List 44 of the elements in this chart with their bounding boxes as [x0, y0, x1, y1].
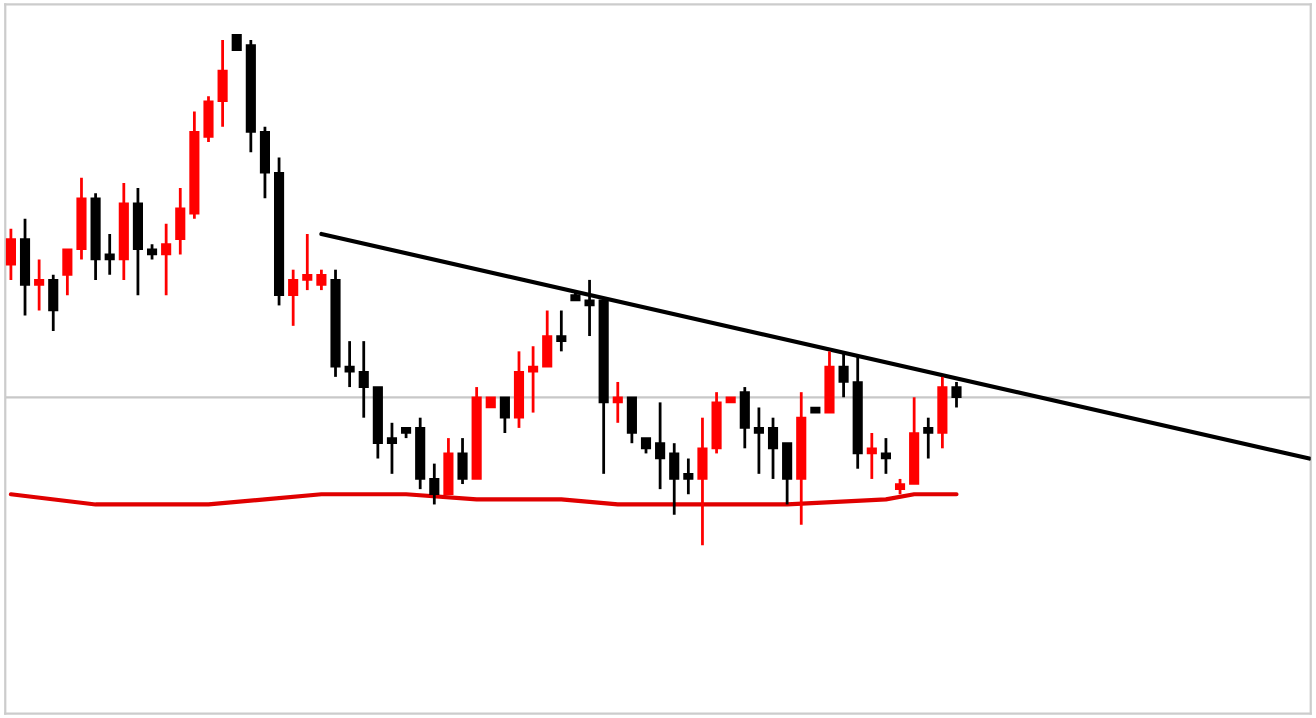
- candlestick: [443, 436, 454, 496]
- candlestick: [161, 222, 172, 297]
- candlestick: [19, 217, 31, 318]
- candlestick: [782, 441, 793, 506]
- candlestick: [344, 339, 355, 389]
- candlestick: [175, 186, 186, 256]
- candlestick: [824, 349, 835, 414]
- candlestick: [753, 406, 764, 476]
- candlestick: [48, 273, 59, 333]
- candlestick: [669, 441, 680, 517]
- candlestick: [34, 258, 45, 312]
- candlestick: [838, 349, 849, 399]
- candlestick: [655, 400, 666, 491]
- candlestick: [302, 232, 313, 292]
- candlestick: [499, 395, 510, 435]
- candlestick: [5, 227, 16, 282]
- candlestick: [880, 436, 891, 476]
- candlestick: [542, 309, 553, 369]
- candlestick: [923, 416, 934, 460]
- candlestick: [457, 436, 468, 486]
- candlestick: [429, 462, 440, 506]
- candlestick: [528, 344, 539, 414]
- candlestick: [132, 186, 143, 297]
- candlestick: [951, 380, 962, 409]
- candlestick: [259, 125, 271, 200]
- candlestick: [866, 431, 877, 481]
- candlestick: [513, 349, 525, 430]
- candlestick: [626, 395, 637, 445]
- candlestick: [612, 380, 623, 425]
- candlestick: [697, 416, 708, 547]
- candlestick: [217, 38, 228, 129]
- candlestick: [104, 232, 115, 277]
- candlestick: [288, 268, 299, 328]
- candlestick: [937, 375, 948, 450]
- candlestick: [767, 416, 779, 481]
- candlestick: [203, 94, 214, 144]
- candlestick: [62, 247, 73, 297]
- candlestick: [739, 385, 750, 450]
- candlestick: [683, 457, 694, 496]
- candlestick: [358, 339, 369, 420]
- candlestick: [711, 390, 722, 455]
- candlestick: [316, 268, 327, 292]
- candlestick: [386, 421, 398, 476]
- candlestick: [556, 309, 567, 353]
